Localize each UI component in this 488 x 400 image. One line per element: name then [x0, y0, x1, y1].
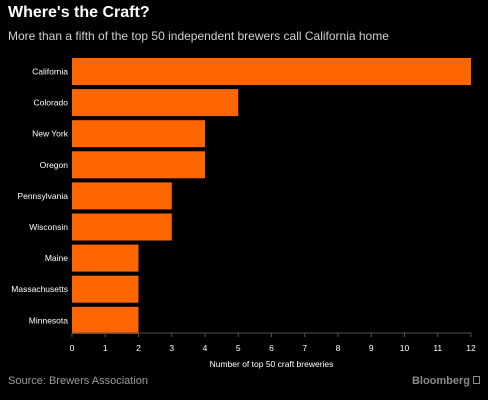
bar-oregon: [72, 151, 205, 179]
category-label: Oregon: [40, 160, 69, 170]
category-label: Wisconsin: [29, 222, 68, 232]
x-tick-label: 6: [269, 343, 274, 353]
x-tick-label: 5: [236, 343, 241, 353]
chart-subtitle: More than a fifth of the top 50 independ…: [8, 29, 389, 43]
x-tick-label: 8: [336, 343, 341, 353]
x-tick-label: 1: [103, 343, 108, 353]
x-tick-label: 4: [203, 343, 208, 353]
bar-pennsylvania: [72, 182, 172, 210]
category-label: Massachusetts: [11, 284, 68, 294]
x-tick-label: 3: [169, 343, 174, 353]
x-tick-label: 9: [369, 343, 374, 353]
category-label: California: [32, 67, 68, 77]
x-tick-label: 7: [302, 343, 307, 353]
x-tick-label: 11: [433, 343, 442, 353]
category-label: New York: [32, 129, 69, 139]
x-tick-label: 10: [400, 343, 410, 353]
category-label: Colorado: [34, 98, 69, 108]
bar-minnesota: [72, 306, 139, 334]
logo-mark-icon: [473, 376, 480, 384]
bar-maine: [72, 244, 139, 272]
x-tick-label: 12: [466, 343, 476, 353]
chart-title: Where's the Craft?: [8, 4, 150, 21]
bloomberg-logo: Bloomberg: [411, 375, 470, 387]
category-label: Pennsylvania: [17, 191, 68, 201]
bar-california: [72, 58, 471, 85]
bar-colorado: [72, 89, 239, 117]
x-tick-label: 0: [70, 343, 75, 353]
bar-new-york: [72, 120, 205, 148]
source-note: Source: Brewers Association: [8, 375, 149, 387]
category-label: Minnesota: [29, 315, 68, 325]
bar-massachusetts: [72, 275, 139, 303]
x-tick-label: 2: [136, 343, 141, 353]
category-label: Maine: [45, 253, 68, 263]
bar-wisconsin: [72, 213, 172, 241]
x-axis-label: Number of top 50 craft breweries: [210, 359, 334, 369]
